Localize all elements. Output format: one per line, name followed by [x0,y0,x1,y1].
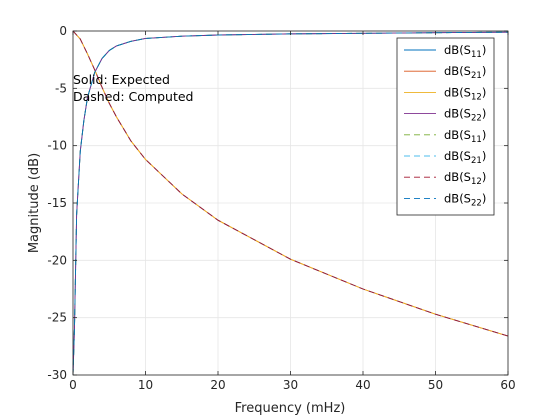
legend-label: dB(S11) [444,43,486,60]
y-tick-label: -30 [47,368,67,382]
legend-label-tail: ) [482,64,487,78]
legend-label-tail: ) [482,191,487,205]
legend-label: dB(S22) [444,191,486,208]
legend-label-base: dB(S [444,149,471,163]
legend-label-tail: ) [482,43,487,57]
y-tick-label: -10 [47,139,67,153]
x-tick-label: 50 [428,378,443,392]
legend-label-tail: ) [482,107,487,121]
legend-label: dB(S22) [444,107,486,124]
legend-label-subscript: 21 [471,71,482,81]
legend-label-base: dB(S [444,191,471,205]
y-tick-label: -15 [47,196,67,210]
x-tick-label: 60 [500,378,515,392]
legend-label-base: dB(S [444,85,471,99]
legend-label-base: dB(S [444,170,471,184]
y-tick-label: -20 [47,253,67,267]
legend-label-base: dB(S [444,64,471,78]
annotation-solid: Solid: Expected [73,72,170,87]
tick-marks [72,30,509,376]
legend: dB(S11)dB(S21)dB(S12)dB(S22)dB(S11)dB(S2… [396,37,495,216]
tick-labels: 0 10 20 30 40 50 60 0 -5 -10 -15 -20 -25 -30 [47,24,515,392]
legend-label-tail: ) [482,85,487,99]
legend-label-tail: ) [482,128,487,142]
y-tick-label: 0 [59,24,67,38]
legend-label-subscript: 11 [471,135,482,145]
y-axis-title: Magnitude (dB) [27,153,42,253]
annotation-dashed: Dashed: Computed [73,89,193,104]
legend-box [396,37,495,216]
legend-label-subscript: 21 [471,156,482,166]
x-tick-label: 30 [283,378,298,392]
x-tick-label: 0 [69,378,77,392]
legend-label: dB(S12) [444,170,486,187]
legend-label-subscript: 11 [471,50,482,60]
y-tick-label: -25 [47,311,67,325]
legend-label-subscript: 22 [471,114,482,124]
x-tick-label: 20 [210,378,225,392]
legend-label: dB(S21) [444,149,486,166]
x-axis-title: Frequency (mHz) [235,401,346,416]
y-tick-label: -5 [55,81,67,95]
legend-label-subscript: 22 [471,198,482,208]
legend-label-subscript: 12 [471,177,482,187]
legend-label: dB(S11) [444,128,486,145]
x-tick-label: 40 [355,378,370,392]
legend-label: dB(S21) [444,64,486,81]
legend-label: dB(S12) [444,85,486,102]
legend-label-tail: ) [482,149,487,163]
x-tick-label: 10 [138,378,153,392]
legend-label-subscript: 12 [471,92,482,102]
legend-label-base: dB(S [444,43,471,57]
legend-items: dB(S11)dB(S21)dB(S12)dB(S22)dB(S11)dB(S2… [404,43,486,208]
legend-label-tail: ) [482,170,487,184]
legend-label-base: dB(S [444,107,471,121]
legend-label-base: dB(S [444,128,471,142]
series-line-computed-12 [72,30,509,337]
